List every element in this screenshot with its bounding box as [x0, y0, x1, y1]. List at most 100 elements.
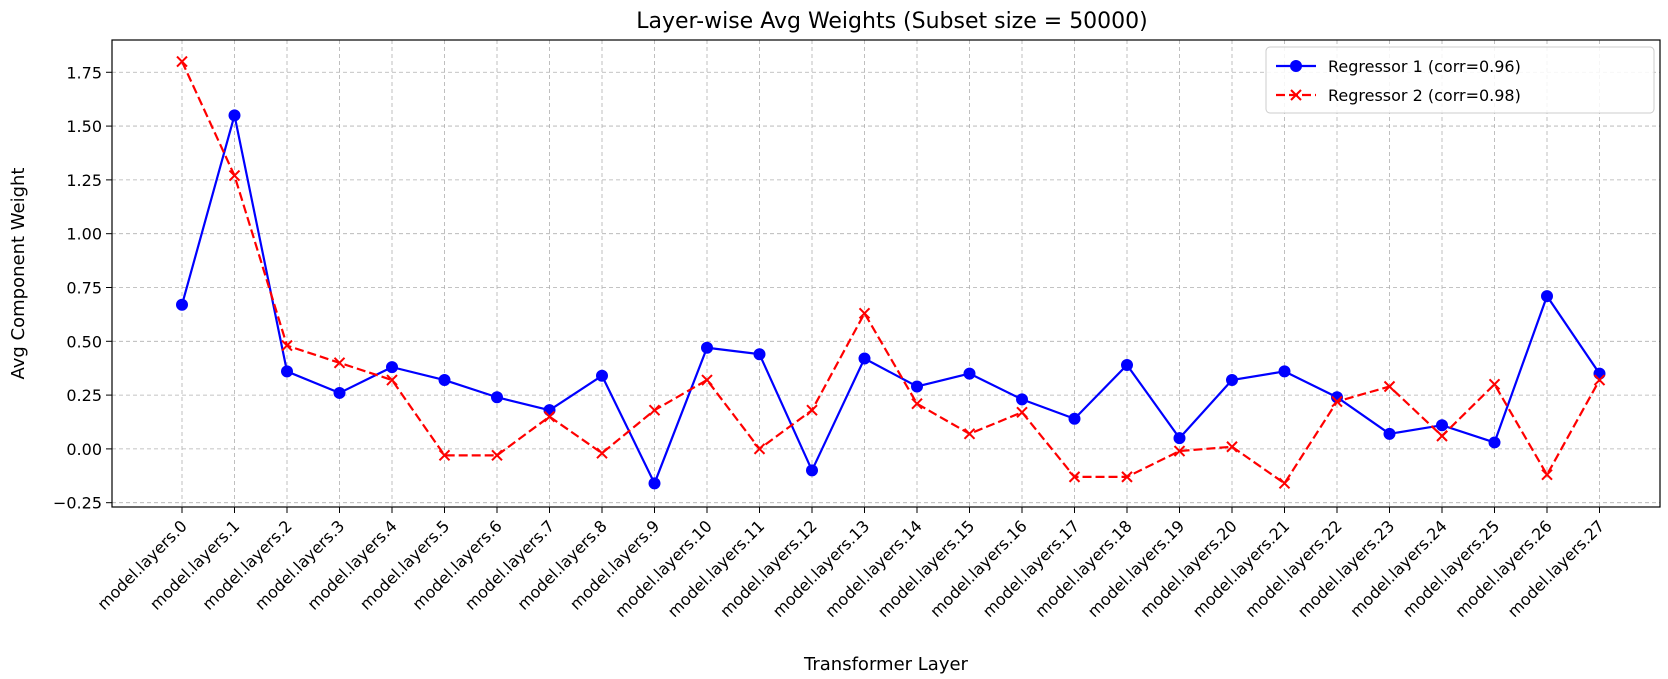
- marker-stroke: [1436, 430, 1448, 442]
- data-point: [963, 367, 976, 380]
- data-point: [438, 374, 451, 387]
- data-point: [753, 443, 766, 455]
- x-tick-label: model.layers.21: [1189, 516, 1294, 621]
- x-tick-label: model.layers.14: [821, 516, 926, 621]
- data-point: [911, 397, 923, 410]
- data-point: [1278, 477, 1291, 490]
- series-2: [176, 55, 1606, 490]
- data-point: [386, 374, 398, 386]
- x-tick-label: model.layers.24: [1346, 516, 1451, 621]
- y-tick-label: 0.50: [66, 332, 102, 351]
- data-point: [176, 298, 188, 311]
- data-point: [1488, 378, 1501, 391]
- marker-stroke: [1383, 380, 1396, 393]
- x-tick-label: model.layers.12: [716, 516, 821, 621]
- x-tick-label: model.layers.9: [566, 516, 663, 613]
- legend-marker: [1290, 89, 1302, 101]
- data-point: [648, 404, 661, 416]
- marker-stroke: [491, 449, 503, 462]
- marker-stroke: [228, 169, 241, 182]
- x-tick-label: model.layers.16: [926, 516, 1031, 621]
- data-point: [648, 477, 661, 490]
- data-point: [1016, 393, 1028, 406]
- legend-label: Regressor 2 (corr=0.98): [1328, 86, 1521, 105]
- marker-stroke: [1593, 374, 1606, 386]
- x-tick-label: model.layers.18: [1031, 516, 1136, 621]
- data-point: [806, 464, 818, 477]
- x-tick-label: model.layers.8: [513, 516, 610, 613]
- data-point: [1226, 441, 1238, 453]
- marker-stroke: [1541, 469, 1553, 481]
- x-tick-label: model.layers.25: [1399, 516, 1504, 621]
- data-point: [1226, 374, 1238, 387]
- data-point: [281, 339, 293, 352]
- legend-marker: [1290, 60, 1302, 72]
- series-line: [180, 115, 1601, 487]
- marker-stroke: [438, 449, 451, 462]
- data-point: [438, 449, 451, 462]
- data-point: [1488, 436, 1501, 449]
- data-point: [911, 380, 923, 393]
- data-point: [1383, 380, 1396, 393]
- marker-stroke: [386, 374, 398, 386]
- x-tick-label: model.layers.15: [874, 516, 979, 621]
- marker-stroke: [1290, 89, 1302, 101]
- x-tick-label: model.layers.1: [146, 516, 243, 613]
- data-point: [386, 361, 398, 374]
- marker-stroke: [753, 443, 766, 455]
- data-point: [333, 357, 346, 369]
- data-point: [596, 447, 608, 459]
- x-tick-label: model.layers.19: [1084, 516, 1189, 621]
- data-point: [543, 410, 556, 423]
- y-tick-label: 1.75: [66, 63, 102, 82]
- data-point: [1593, 374, 1606, 386]
- data-point: [596, 369, 608, 382]
- data-point: [1436, 419, 1448, 432]
- marker-stroke: [858, 307, 871, 320]
- x-tick-label: model.layers.22: [1241, 516, 1346, 621]
- y-tick-label: 0.00: [66, 440, 102, 459]
- data-point: [228, 109, 241, 122]
- series-group: [176, 55, 1606, 490]
- marker-stroke: [963, 428, 976, 440]
- marker-stroke: [806, 404, 818, 416]
- x-tick-label: model.layers.0: [93, 516, 190, 613]
- plot-frame: [111, 39, 1661, 508]
- y-tick-label: 0.25: [66, 386, 102, 405]
- x-tick-label: model.layers.10: [611, 516, 716, 621]
- legend-label: Regressor 1 (corr=0.96): [1328, 57, 1521, 76]
- data-point: [753, 348, 766, 361]
- x-tick-label: model.layers.27: [1504, 516, 1609, 621]
- marker-stroke: [648, 404, 661, 416]
- y-tick-label: 1.25: [66, 171, 102, 190]
- marker-stroke: [1016, 406, 1028, 419]
- y-tick-label: 0.75: [66, 278, 102, 297]
- data-point: [1541, 290, 1553, 303]
- data-point: [491, 391, 503, 404]
- data-point: [1068, 471, 1081, 483]
- marker-stroke: [1278, 477, 1291, 490]
- x-tick-label: model.layers.13: [769, 516, 874, 621]
- data-point: [281, 365, 293, 378]
- x-tick-label: model.layers.26: [1451, 516, 1556, 621]
- x-tick-label: model.layers.23: [1294, 516, 1399, 621]
- data-point: [333, 386, 346, 399]
- marker-stroke: [1068, 471, 1081, 483]
- x-tick-label: model.layers.7: [461, 516, 558, 613]
- data-point: [1436, 430, 1448, 442]
- x-tick-label: model.layers.17: [979, 516, 1084, 621]
- marker-stroke: [176, 55, 188, 68]
- data-point: [1016, 406, 1028, 419]
- marker-stroke: [1331, 395, 1343, 408]
- x-tick-label: model.layers.6: [408, 516, 505, 613]
- x-tick-label: model.layers.5: [356, 516, 453, 613]
- series-1: [176, 109, 1606, 490]
- data-point: [491, 449, 503, 462]
- chart-title: Layer-wise Avg Weights (Subset size = 50…: [636, 9, 1148, 34]
- data-point: [1173, 445, 1186, 457]
- data-point: [858, 307, 871, 320]
- x-tick-label: model.layers.2: [198, 516, 295, 613]
- data-point: [1068, 412, 1081, 425]
- data-point: [806, 404, 818, 416]
